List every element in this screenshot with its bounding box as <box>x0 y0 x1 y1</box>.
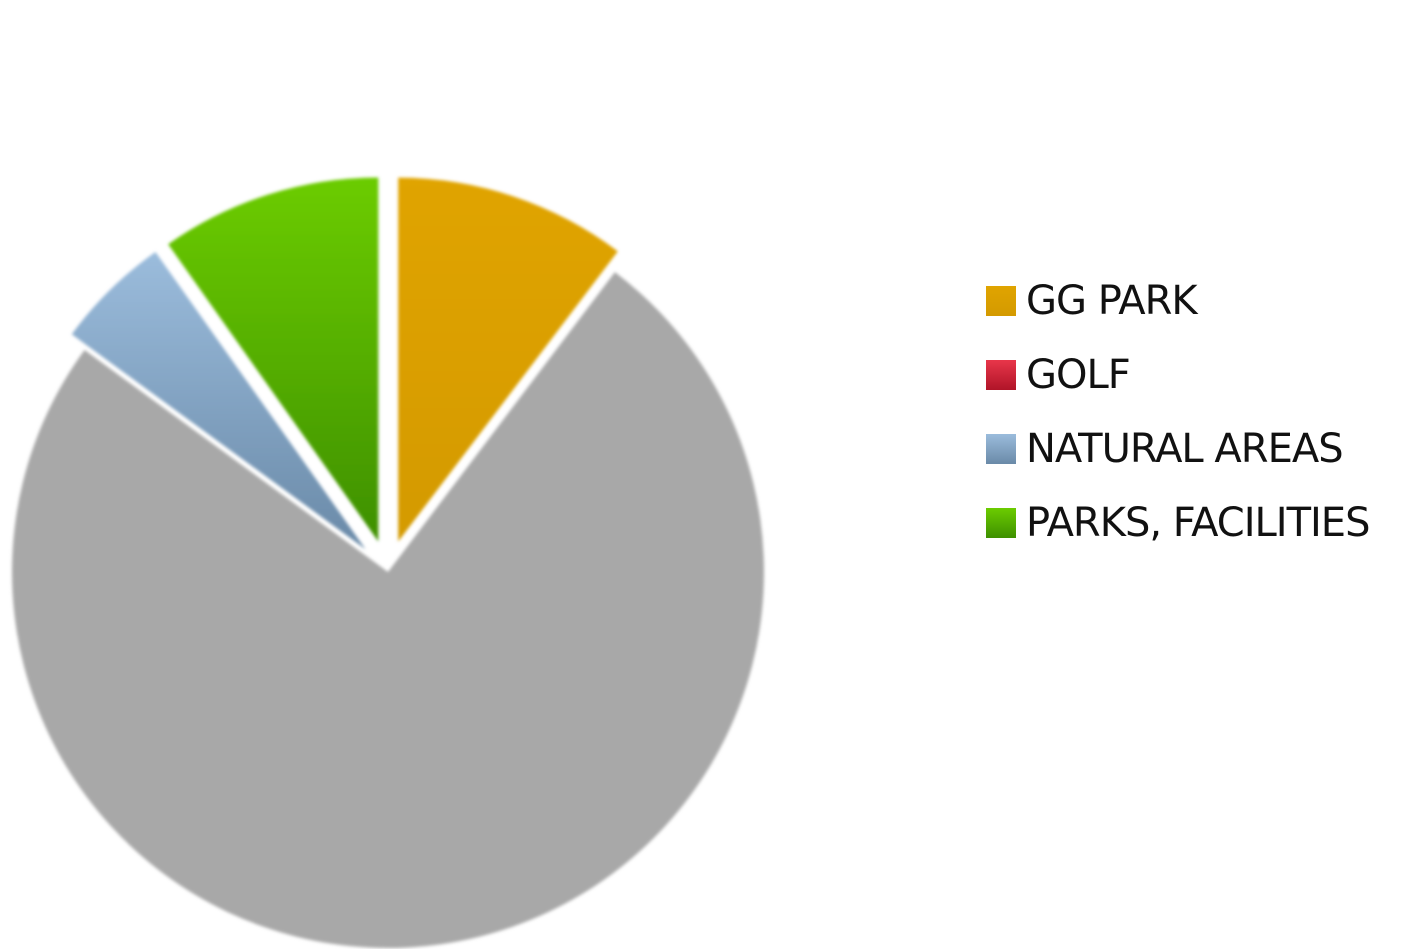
legend-item-natural-areas: NATURAL AREAS <box>986 412 1406 486</box>
legend-swatch-golf <box>986 360 1016 390</box>
legend-label-parks-facilities: PARKS, FACILITIES <box>1026 500 1370 546</box>
pie-slice-2 <box>12 272 765 948</box>
pie-slice-natural-areas <box>71 251 366 550</box>
legend-swatch-gg-park <box>986 286 1016 316</box>
pie-slices <box>12 177 765 948</box>
legend-label-natural-areas: NATURAL AREAS <box>1026 426 1344 472</box>
legend-item-golf: GOLF <box>986 338 1406 412</box>
legend-item-gg-park: GG PARK <box>986 264 1406 338</box>
legend-label-gg-park: GG PARK <box>1026 278 1198 324</box>
legend-item-parks-facilities: PARKS, FACILITIES <box>986 486 1406 560</box>
pie-slice-gg-park <box>398 177 618 542</box>
legend-swatch-parks-facilities <box>986 508 1016 538</box>
legend-swatch-natural-areas <box>986 434 1016 464</box>
pie-plot-area <box>12 177 765 948</box>
legend-label-golf: GOLF <box>1026 352 1131 398</box>
pie-slice-parks-facilities <box>168 177 379 542</box>
chart-legend: GG PARK GOLF NATURAL AREAS PARKS, FACILI… <box>986 264 1406 560</box>
